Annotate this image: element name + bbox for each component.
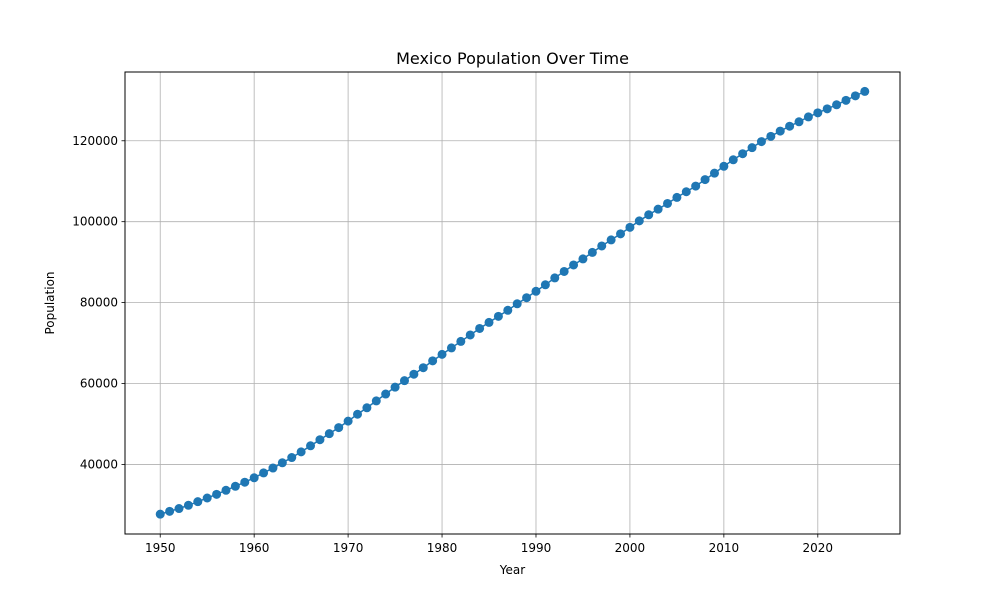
data-point-1980 [437,349,447,359]
data-point-1963 [277,458,287,468]
y-tick-label: 40000 [80,457,118,471]
data-point-2007 [691,181,701,191]
data-points [155,86,870,519]
data-point-2000 [625,222,635,232]
data-point-1982 [456,336,466,346]
data-point-1979 [428,356,438,366]
data-point-1984 [475,323,485,333]
data-point-1961 [259,468,269,478]
data-point-2013 [747,143,757,153]
x-tick-label: 2010 [709,541,740,555]
x-tick-label: 1960 [239,541,270,555]
y-axis-title: Population [43,271,57,334]
y-tick-label: 80000 [80,296,118,310]
data-point-2004 [663,198,672,208]
data-point-1977 [409,369,419,379]
data-point-1953 [183,500,193,510]
data-point-1965 [296,447,306,457]
data-point-1968 [324,429,334,439]
data-point-1962 [268,463,278,473]
x-tick-label: 1990 [521,541,552,555]
y-tick-label: 60000 [80,377,118,391]
data-point-1998 [606,235,616,245]
data-point-1989 [522,293,532,303]
data-point-1969 [334,423,344,433]
data-point-1955 [202,493,212,503]
data-point-2006 [681,187,691,197]
data-point-2014 [756,137,766,147]
data-point-2001 [634,216,644,226]
data-point-1988 [512,299,522,309]
data-point-2020 [813,108,823,118]
x-tick-label: 1950 [145,541,176,555]
data-point-2008 [700,175,710,185]
data-point-1970 [343,416,353,426]
data-point-1981 [446,343,456,353]
data-point-2005 [672,192,682,202]
data-point-1950 [155,509,165,519]
data-point-1966 [306,441,316,451]
data-point-1974 [381,389,391,399]
data-point-1987 [503,305,513,315]
data-point-1973 [371,396,381,406]
data-point-1967 [315,435,325,445]
data-point-1975 [390,382,400,392]
data-point-1999 [616,229,626,239]
data-point-1976 [399,376,409,386]
x-tick-label: 2000 [615,541,646,555]
data-point-1990 [531,286,541,296]
data-point-1991 [540,280,550,290]
data-point-2009 [709,168,719,178]
data-point-1960 [249,473,259,483]
x-tick-label: 2020 [803,541,834,555]
chart-title: Mexico Population Over Time [396,49,629,68]
data-point-2019 [803,112,813,122]
plot-frame [124,71,901,535]
x-tick-label: 1980 [427,541,458,555]
data-point-1956 [212,489,222,499]
data-point-2017 [785,121,795,131]
data-point-1993 [559,266,569,276]
population-line [160,90,866,515]
series-line [160,90,866,515]
data-point-1951 [165,506,175,516]
data-point-1997 [597,241,607,251]
data-point-1978 [418,363,428,373]
data-point-2025 [860,86,870,96]
data-point-2011 [728,155,738,165]
data-point-2016 [775,126,785,136]
data-point-1959 [240,477,250,487]
data-point-1954 [193,497,203,507]
data-point-2024 [850,91,860,101]
data-point-2021 [822,104,832,114]
y-tick-label: 100000 [72,215,118,229]
data-point-1996 [587,247,597,257]
data-point-2018 [794,117,804,127]
data-point-1957 [221,485,231,495]
y-tick-label: 120000 [72,134,118,148]
data-point-2010 [719,161,729,171]
data-point-2012 [738,149,748,159]
data-point-2002 [644,210,654,220]
data-point-1986 [493,311,503,321]
x-tick-label: 1970 [333,541,364,555]
data-point-1992 [550,273,560,283]
data-point-2015 [766,131,776,141]
data-point-1958 [230,481,240,491]
data-point-2003 [653,204,663,214]
axis-ticks: 1950 1960 1970 1980 1990 2000 2010 2020 40000 600… [72,134,833,555]
data-point-1972 [362,403,372,413]
data-point-1983 [465,330,475,340]
data-point-1994 [569,260,579,270]
data-point-2023 [841,95,851,105]
x-axis-title: Year [499,563,525,577]
data-point-2022 [832,100,842,110]
data-point-1964 [287,453,297,463]
data-point-1985 [484,317,494,327]
data-point-1952 [174,504,184,514]
data-point-1995 [578,254,588,264]
data-point-1971 [353,409,362,419]
grid-lines [125,72,900,534]
